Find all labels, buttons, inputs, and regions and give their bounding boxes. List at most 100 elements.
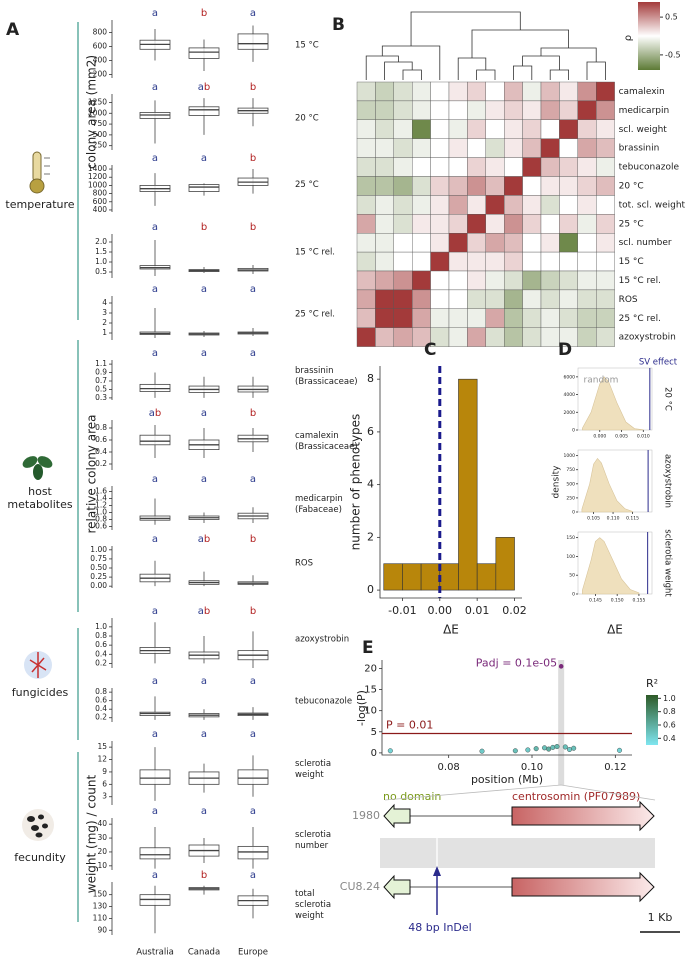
- heat-cell: [504, 270, 523, 291]
- heat-cell: [540, 100, 560, 121]
- heat-cell: [577, 270, 597, 291]
- r2-tick-label: 1.0: [663, 694, 676, 703]
- leaf-icon: [22, 456, 53, 480]
- letter-char: b: [204, 82, 210, 93]
- heat-cell: [485, 232, 505, 253]
- facet-label: 20 °C: [663, 387, 673, 411]
- group-letter: ab: [198, 534, 211, 545]
- letter-char: b: [204, 606, 210, 617]
- heat-cell: [596, 270, 615, 291]
- letter-char: a: [250, 284, 256, 295]
- group-letter: a: [250, 348, 256, 359]
- plot-label: 15 °C: [295, 41, 319, 51]
- y-tick-label: 90: [97, 925, 107, 934]
- y-tick-label: 2000: [564, 410, 576, 416]
- heat-cell: [504, 251, 523, 272]
- heat-cell: [522, 138, 542, 158]
- heat-cell: [375, 176, 394, 196]
- section-label: host: [28, 485, 52, 498]
- snp-point: [567, 747, 573, 753]
- x-tick-label: 0.02: [502, 604, 527, 617]
- density-area: [581, 457, 633, 513]
- x-tick-label: Canada: [188, 948, 220, 958]
- strain-label: 1980: [352, 809, 380, 822]
- heat-cell: [485, 138, 505, 158]
- group-letter: a: [250, 284, 256, 295]
- heat-cell: [577, 251, 597, 272]
- group-letter: a: [250, 729, 256, 740]
- letter-char: b: [250, 606, 256, 617]
- heat-cell: [485, 81, 505, 102]
- group-letter: b: [201, 222, 207, 233]
- plot-label: (Fabaceae): [295, 505, 342, 515]
- plot-label: weight: [295, 911, 324, 921]
- y-tick-label: 0.2: [95, 459, 107, 468]
- plot-label: 15 °C rel.: [295, 248, 335, 258]
- y-tick-label: 0.50: [90, 563, 107, 572]
- heat-cell: [485, 327, 505, 347]
- heat-cell: [522, 308, 542, 328]
- letter-char: a: [152, 222, 158, 233]
- y-tick-label: 2: [367, 530, 374, 543]
- x-tick-label: 0.005: [615, 434, 628, 440]
- plot-label: (Brassicaceae): [295, 377, 358, 387]
- x-axis-label: ΔE: [607, 623, 623, 637]
- heat-cell: [430, 119, 450, 139]
- heat-cell: [522, 81, 542, 102]
- y-tick-label: 20: [364, 663, 377, 674]
- r2-tick-label: 0.8: [663, 707, 676, 716]
- heat-cell: [467, 138, 486, 158]
- heat-cell: [430, 289, 450, 309]
- heat-cell: [448, 232, 468, 253]
- panel-label: C: [424, 340, 436, 360]
- plot-label: ROS: [295, 559, 313, 569]
- row-label: 15 °C rel.: [619, 276, 661, 286]
- heat-cell: [596, 81, 615, 102]
- y-tick-label: 40: [97, 819, 107, 828]
- y-tick-label: 1: [102, 328, 107, 337]
- group-letter: a: [201, 348, 207, 359]
- heat-cell: [467, 81, 486, 102]
- panel-label: B: [332, 15, 345, 35]
- heat-cell: [356, 81, 376, 102]
- panel-label: A: [6, 20, 20, 40]
- letter-char: a: [152, 534, 158, 545]
- letter-char: a: [198, 534, 204, 545]
- y-tick-label: 400: [93, 205, 108, 214]
- letter-char: b: [250, 82, 256, 93]
- heat-cell: [375, 289, 394, 309]
- heat-cell: [393, 176, 413, 196]
- row-label: 25 °C: [619, 219, 644, 229]
- group-letter: a: [152, 222, 158, 233]
- heat-cell: [393, 270, 413, 291]
- heat-cell: [393, 251, 413, 272]
- group-letter: a: [152, 806, 158, 817]
- heat-cell: [393, 195, 413, 215]
- letter-char: b: [201, 8, 207, 19]
- y-tick-label: 0.4: [95, 704, 107, 713]
- heat-cell: [467, 232, 486, 253]
- highlight-band: [558, 660, 565, 785]
- y-tick-label: 50: [569, 573, 575, 579]
- letter-char: a: [152, 870, 158, 881]
- heat-cell: [375, 327, 394, 347]
- y-tick-label: 200: [93, 70, 108, 79]
- box: [139, 434, 171, 446]
- heat-cell: [448, 308, 468, 328]
- letter-char: a: [250, 870, 256, 881]
- box: [139, 847, 171, 860]
- gene-label: centrosomin (PF07989): [512, 790, 640, 803]
- heat-cell: [430, 214, 450, 234]
- heat-cell: [448, 119, 468, 139]
- heat-cell: [448, 327, 468, 347]
- plot-label: (Brassicaceae): [295, 442, 358, 452]
- heat-cell: [504, 289, 523, 309]
- heat-cell: [375, 157, 394, 177]
- y-tick-label: 5: [371, 727, 377, 738]
- letter-char: a: [201, 806, 207, 817]
- heat-cell: [504, 81, 523, 102]
- heat-cell: [448, 138, 468, 158]
- row-label: 25 °C rel.: [619, 314, 661, 324]
- group-letter: b: [250, 82, 256, 93]
- y-tick-label: 0: [371, 748, 377, 759]
